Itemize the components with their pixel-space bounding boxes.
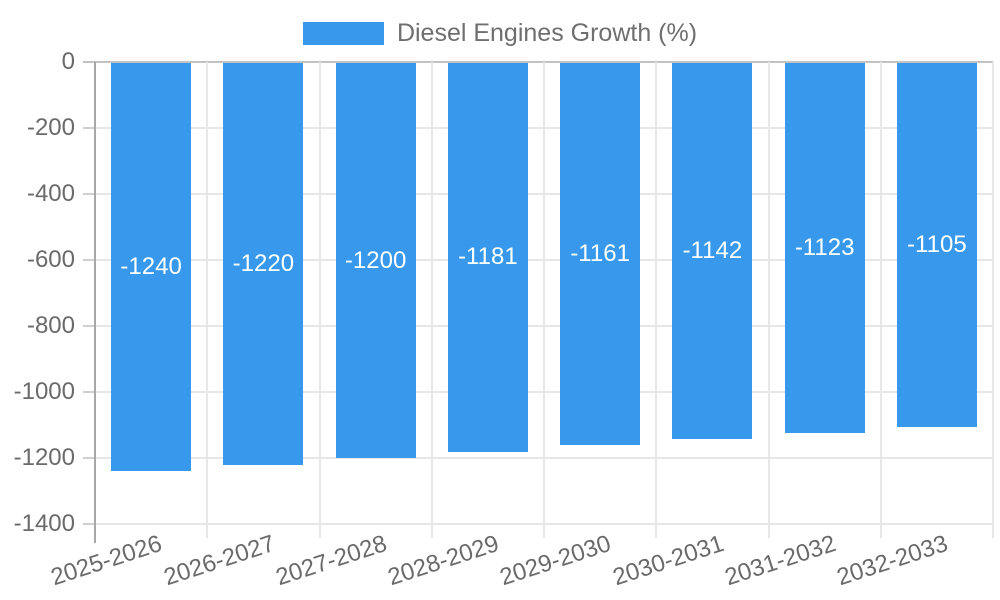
bar-value-label: -1161	[570, 240, 630, 268]
bar-value-label: -1240	[120, 253, 182, 281]
zero-gridline	[83, 61, 993, 63]
x-gridline	[206, 62, 209, 538]
bar[interactable]: -1105	[896, 63, 977, 427]
bar-value-label: -1105	[907, 230, 967, 258]
x-axis-tick-label: 2030-2031	[609, 530, 727, 592]
y-axis-tick-label: -400	[26, 180, 75, 207]
bar[interactable]: -1220	[223, 63, 304, 465]
y-axis-tick-label: -1200	[13, 444, 75, 471]
bar-value-label: -1123	[794, 233, 855, 261]
bar[interactable]: -1142	[672, 63, 753, 439]
bar-value-label: -1142	[682, 236, 743, 264]
bar-value-label: -1220	[232, 249, 295, 277]
bar[interactable]: -1123	[784, 63, 865, 433]
x-axis-tick-label: 2032-2033	[833, 530, 952, 592]
bar[interactable]: -1161	[560, 63, 641, 446]
y-tick-mark	[83, 127, 95, 129]
y-axis-line	[94, 62, 96, 543]
y-tick-mark	[83, 325, 95, 327]
x-gridline	[543, 62, 545, 538]
y-tick-mark	[83, 259, 95, 261]
x-axis-tick-label: 2027-2028	[272, 530, 390, 592]
y-axis-tick-label: -800	[26, 312, 75, 339]
x-gridline	[430, 62, 433, 538]
y-tick-mark	[83, 523, 95, 525]
x-axis-tick-label: 2025-2026	[47, 530, 166, 592]
x-gridline	[767, 62, 770, 538]
x-gridline	[655, 62, 658, 538]
x-axis-tick-label: 2031-2032	[721, 530, 839, 592]
x-gridline	[318, 62, 321, 538]
legend-swatch-icon	[302, 21, 384, 45]
bar[interactable]: -1240	[111, 63, 192, 472]
y-tick-mark	[83, 193, 95, 195]
y-axis-tick-label: -200	[26, 114, 75, 141]
bar[interactable]: -1181	[447, 63, 528, 452]
y-tick-mark	[83, 457, 95, 459]
x-gridline	[879, 62, 882, 538]
bar-value-label: -1200	[344, 246, 407, 274]
x-axis-tick-label: 2028-2029	[384, 530, 503, 592]
y-axis-tick-label: -1000	[13, 378, 75, 405]
x-axis-tick-label: 2026-2027	[160, 530, 278, 592]
legend-item[interactable]: Diesel Engines Growth (%)	[0, 18, 1000, 48]
legend-label: Diesel Engines Growth (%)	[396, 18, 698, 47]
y-axis-tick-label: -600	[26, 246, 75, 273]
x-axis-tick-label: 2029-2030	[496, 530, 615, 592]
x-gridline	[992, 62, 994, 538]
y-axis-tick-label: -1400	[13, 510, 75, 537]
bar-value-label: -1181	[458, 243, 518, 271]
y-tick-mark	[83, 391, 95, 393]
bar[interactable]: -1200	[335, 63, 416, 458]
y-axis-tick-label: 0	[61, 48, 75, 75]
